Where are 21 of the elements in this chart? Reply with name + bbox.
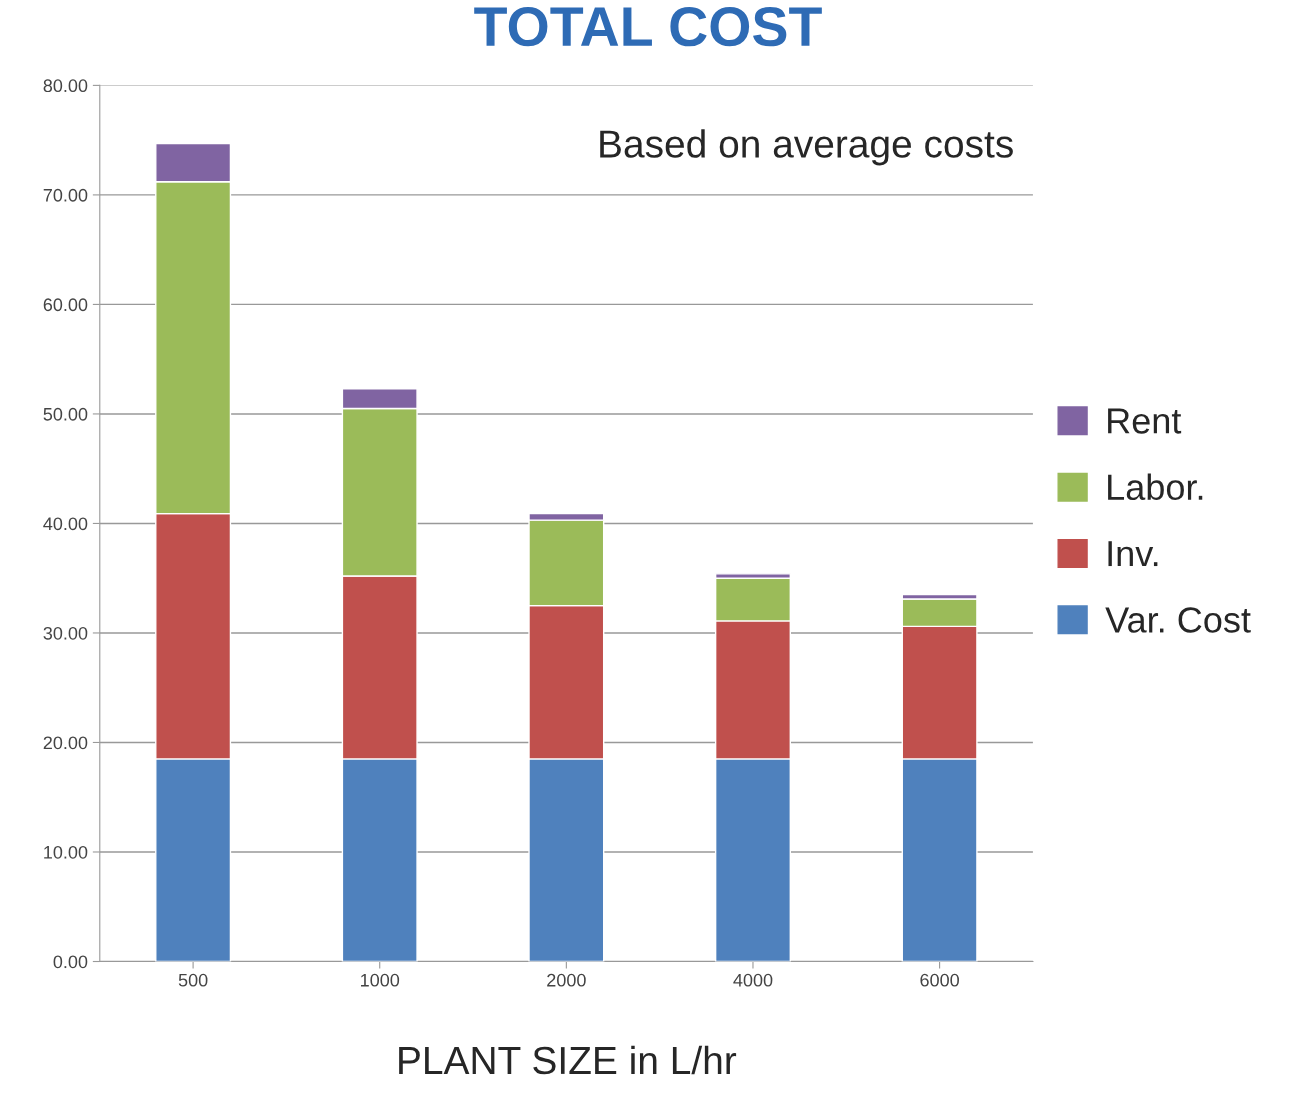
y-tick-label: 80.00 [43,79,88,93]
chart-title: TOTAL COST [474,7,822,47]
y-tick-label: 60.00 [43,298,88,312]
y-tick-label: 40.00 [43,517,88,531]
x-tick-label: 1000 [361,973,400,987]
legend-label: Var. Cost [1105,607,1251,633]
annotation: Based on average costs [600,129,1013,166]
x-tick-label: 500 [178,973,208,987]
y-tick-label: 10.00 [44,845,88,859]
legend-label: Labor. [1108,473,1203,501]
x-tick-label: 2000 [547,973,586,987]
legend-label: Inv. [1108,541,1158,567]
x-tick-label: 6000 [920,973,959,987]
y-tick-label: 0.00 [53,955,88,969]
legend-label: Rent [1108,408,1182,434]
y-tick-label: 20.00 [43,736,88,750]
y-tick-label: 30.00 [43,626,88,640]
x-tick-label: 4000 [733,973,773,987]
x-axis-title: PLANT SIZE in L/hr [399,1045,737,1075]
y-tick-label: 50.00 [43,407,88,421]
y-tick-label: 70.00 [43,188,88,202]
